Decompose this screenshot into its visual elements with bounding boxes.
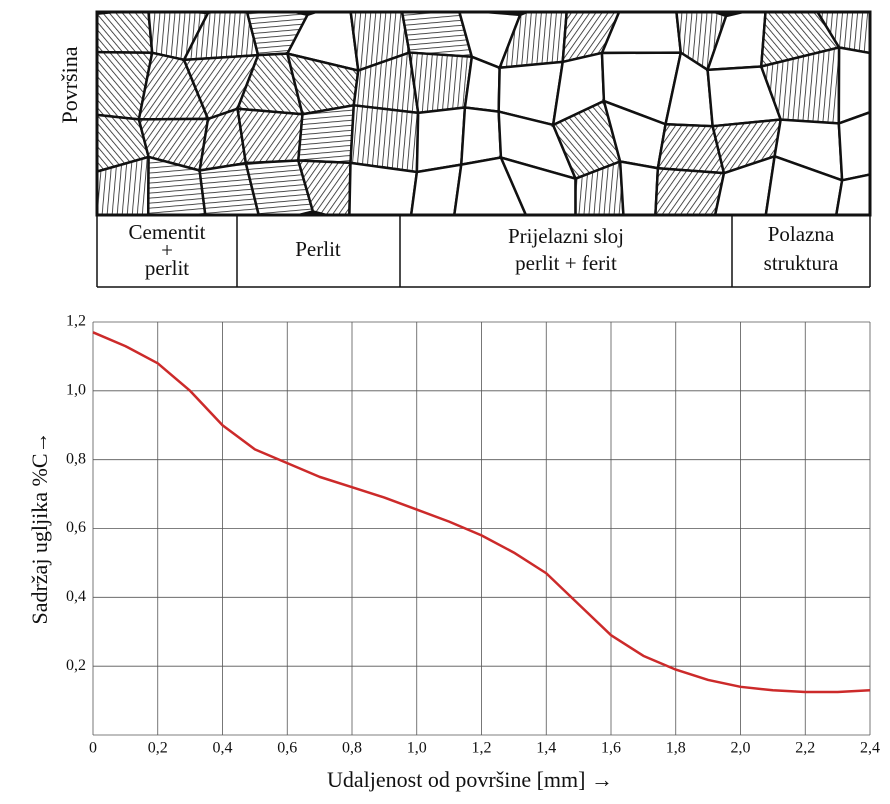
grain <box>97 155 150 215</box>
grain <box>816 12 870 55</box>
zone-text: Cementit <box>129 220 206 244</box>
x-tick-label: 0,6 <box>277 740 297 757</box>
y-tick-label: 0,4 <box>66 588 86 605</box>
grain <box>654 166 726 215</box>
y-axis-label: Sadržaj ugljika %C→ <box>27 431 52 624</box>
x-axis-label: Udaljenost od površine [mm] → <box>327 767 613 792</box>
zone-text: perlit + ferit <box>515 251 617 275</box>
grain <box>146 155 207 215</box>
x-tick-label: 2,2 <box>795 740 815 757</box>
plot-area: 0 0,2 0,4 0,6 0,8 1,0 1,2 1,4 1,6 1,8 2,0 2,2 2,4 0,2… <box>66 313 880 757</box>
grain <box>296 103 356 165</box>
zone-text: Perlit <box>295 237 341 261</box>
grain <box>618 160 660 215</box>
x-tick-label: 0,8 <box>342 740 362 757</box>
grain <box>407 51 474 115</box>
grain <box>415 106 467 174</box>
grain <box>349 103 420 174</box>
grain <box>498 155 577 215</box>
grain <box>348 161 419 215</box>
y-tick-label: 1,2 <box>66 313 86 330</box>
grain <box>764 154 844 215</box>
x-tick-label: 1,2 <box>472 740 492 757</box>
grain <box>574 159 625 215</box>
x-tick-label: 0 <box>89 740 97 757</box>
y-tick-label: 0,2 <box>66 657 86 674</box>
x-tick-label: 0,4 <box>213 740 233 757</box>
x-tick-label: 1,0 <box>407 740 427 757</box>
x-tick-label: 1,6 <box>601 740 621 757</box>
grain <box>453 156 528 215</box>
grain <box>837 45 870 126</box>
grain <box>837 110 870 182</box>
zone-text: perlit <box>145 256 189 280</box>
grain <box>600 12 683 55</box>
zone-text: Polazna <box>768 222 835 246</box>
y-tick-label: 1,0 <box>66 382 86 399</box>
zone-text: + <box>161 238 173 262</box>
grain <box>236 107 304 165</box>
grain <box>97 12 154 55</box>
zone-text: struktura <box>764 251 839 275</box>
y-tick-label: 0,8 <box>66 450 86 467</box>
x-tick-label: 1,8 <box>666 740 686 757</box>
y-tick-label: 0,6 <box>66 519 86 536</box>
x-tick-label: 2,4 <box>860 740 880 757</box>
x-tick-label: 1,4 <box>536 740 556 757</box>
x-tick-label: 0,2 <box>148 740 168 757</box>
micro-frame <box>95 10 872 217</box>
zone-text: Prijelazni sloj <box>508 224 624 248</box>
grain <box>198 161 261 215</box>
grain <box>459 106 503 167</box>
grain <box>835 173 870 215</box>
grain <box>713 154 777 215</box>
grain <box>296 159 352 215</box>
data-line <box>92 331 871 694</box>
microstructure <box>97 12 870 215</box>
side-label: Površina <box>57 46 82 123</box>
grain <box>409 163 463 215</box>
zone-table <box>96 215 871 288</box>
x-tick-label: 2,0 <box>731 740 751 757</box>
grain <box>463 55 501 113</box>
